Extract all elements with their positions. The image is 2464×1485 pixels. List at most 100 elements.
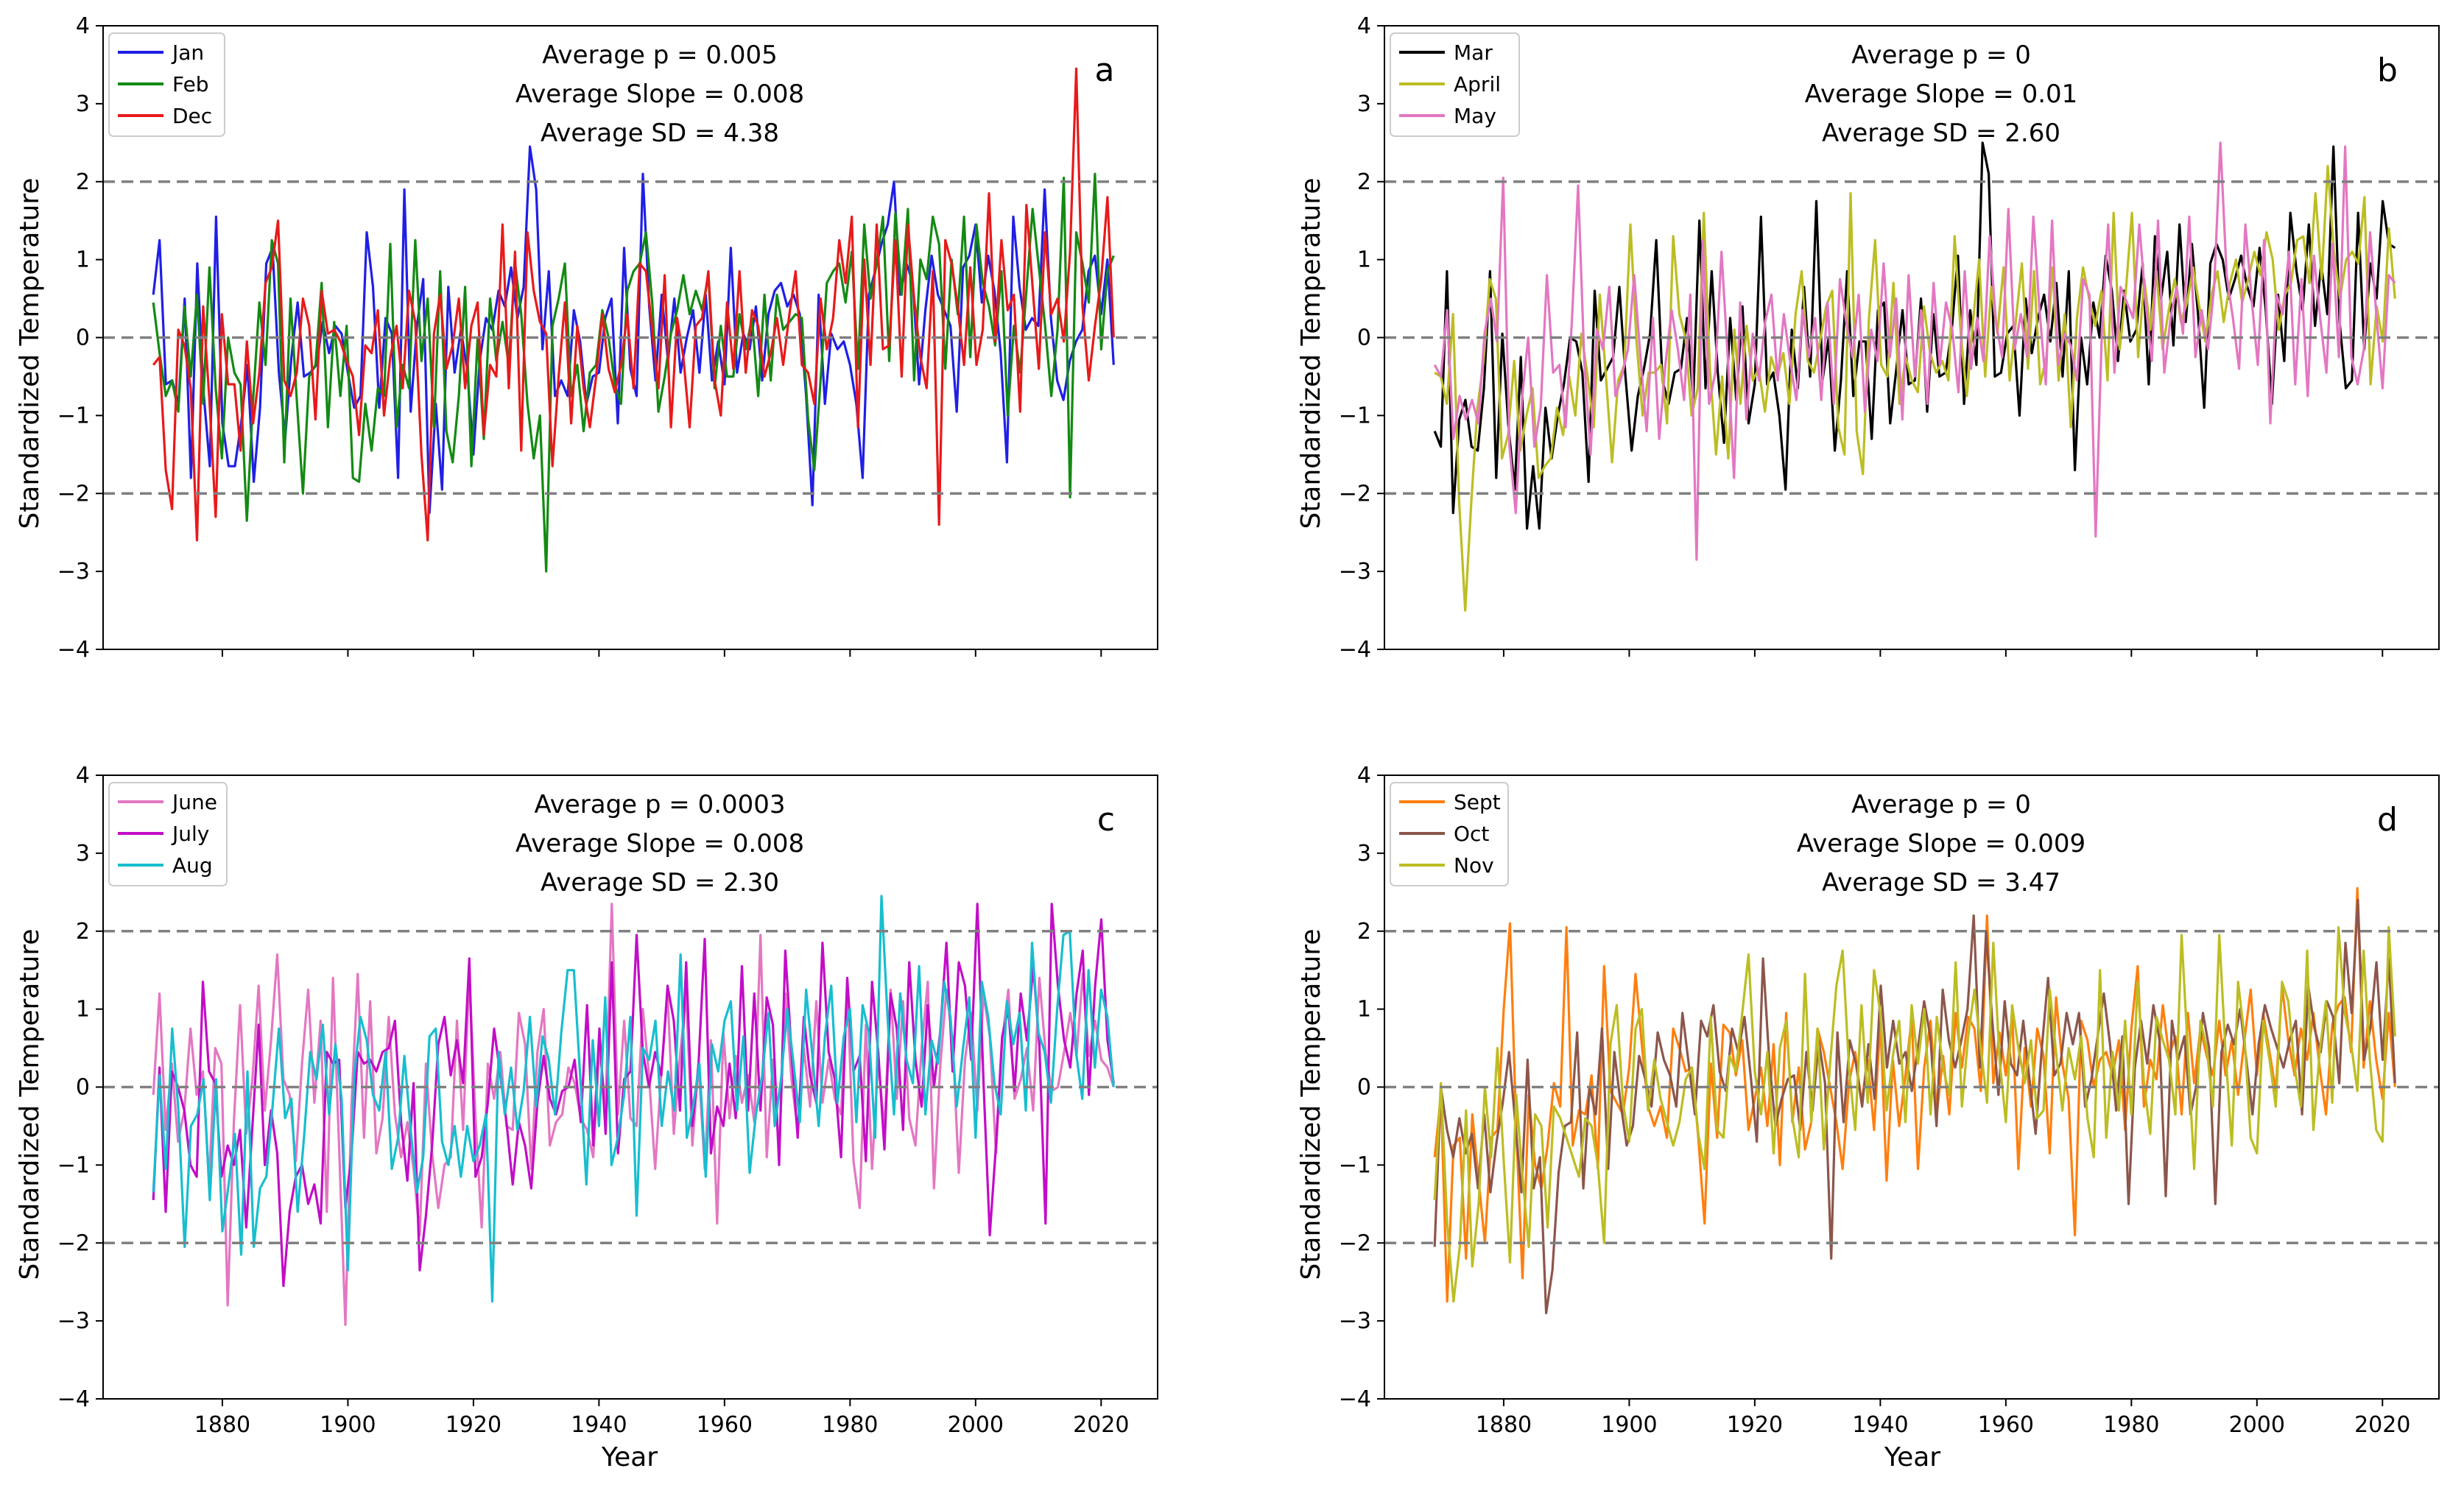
x-axis-label: Year xyxy=(1884,1442,1940,1472)
panel-c: −4 −3 −2 −1 0 1 2 3 4 1880 1900 1920 1940 1960 1980 200… xyxy=(15,763,1158,1472)
y-axis-label: Standardized Temperature xyxy=(1296,177,1326,529)
legend-label-nov: Nov xyxy=(1454,853,1494,878)
y-tick-label: −3 xyxy=(57,559,90,585)
y-tick-label: 0 xyxy=(76,325,90,351)
stat-average-slope: Average Slope = 0.008 xyxy=(515,829,804,858)
y-tick-label: 4 xyxy=(76,13,90,39)
stat-average-sd: Average SD = 3.47 xyxy=(1822,868,2060,897)
legend-label-aug: Aug xyxy=(172,853,213,878)
y-tick-label: −4 xyxy=(1339,637,1371,663)
x-tick-label: 1920 xyxy=(1727,1412,1783,1438)
legend-label-oct: Oct xyxy=(1454,822,1489,846)
stat-average-p: Average p = 0.005 xyxy=(542,40,777,70)
x-tick-label: 1880 xyxy=(1476,1412,1532,1438)
x-tick-label: 1900 xyxy=(1601,1412,1657,1438)
stat-average-slope: Average Slope = 0.008 xyxy=(515,80,804,109)
panel-letter: d xyxy=(2377,801,2398,839)
legend-box xyxy=(108,32,225,137)
stat-average-p: Average p = 0 xyxy=(1851,790,2031,819)
stat-average-sd: Average SD = 2.30 xyxy=(541,868,779,897)
legend-label-july: July xyxy=(171,822,209,846)
y-tick-label: 2 xyxy=(76,919,90,945)
panel-d: −4 −3 −2 −1 0 1 2 3 4 1880 1900 1920 1940 1960 1980 200… xyxy=(1296,763,2440,1472)
x-tick-label: 1940 xyxy=(571,1412,627,1438)
legend-label-jan: Jan xyxy=(171,40,204,65)
y-tick-label: 4 xyxy=(1357,13,1371,39)
stat-average-p: Average p = 0.0003 xyxy=(534,790,785,819)
y-tick-label: 3 xyxy=(1357,841,1371,867)
legend-label-mar: Mar xyxy=(1454,40,1493,65)
y-tick-label: 1 xyxy=(76,247,90,273)
series-group xyxy=(1433,886,2396,1315)
x-tick-label: 1900 xyxy=(320,1412,376,1438)
series-group xyxy=(152,895,1115,1327)
y-tick-label: 1 xyxy=(76,997,90,1023)
series-line-april xyxy=(1434,165,2396,612)
y-tick-label: −4 xyxy=(57,637,90,663)
legend-label-dec: Dec xyxy=(172,104,212,128)
y-axis-label: Standardized Temperature xyxy=(15,177,45,529)
series-line-mar xyxy=(1433,141,2396,530)
y-tick-label: 2 xyxy=(76,169,90,195)
y-axis-label: Standardized Temperature xyxy=(15,928,45,1280)
legend-label-june: June xyxy=(171,790,217,814)
stat-average-sd: Average SD = 2.60 xyxy=(1822,119,2060,148)
y-tick-label: 3 xyxy=(76,91,90,117)
series-line-dec xyxy=(152,67,1115,542)
legend-label-feb: Feb xyxy=(172,72,209,96)
x-tick-label: 1980 xyxy=(2103,1412,2159,1438)
x-tick-label: 2000 xyxy=(948,1412,1004,1438)
x-tick-label: 1880 xyxy=(194,1412,250,1438)
y-tick-label: −1 xyxy=(57,1152,90,1178)
y-tick-label: 2 xyxy=(1357,919,1371,945)
x-tick-label: 1940 xyxy=(1852,1412,1908,1438)
panel-letter: a xyxy=(1095,52,1115,89)
y-axis-label: Standardized Temperature xyxy=(1296,928,1326,1280)
y-tick-label: −2 xyxy=(57,481,90,507)
y-tick-label: 4 xyxy=(76,763,90,789)
y-tick-label: 0 xyxy=(1357,1075,1371,1101)
y-tick-label: 3 xyxy=(76,841,90,867)
y-tick-label: 3 xyxy=(1357,91,1371,117)
legend-label-may: May xyxy=(1454,104,1496,128)
series-line-aug xyxy=(152,895,1115,1303)
legend-box xyxy=(108,782,228,886)
x-tick-label: 2000 xyxy=(2229,1412,2285,1438)
series-line-nov xyxy=(1433,925,2396,1303)
stat-average-sd: Average SD = 4.38 xyxy=(541,119,779,148)
legend-box xyxy=(1390,782,1509,886)
panel-letter: b xyxy=(2377,52,2398,89)
legend-box xyxy=(1390,32,1520,137)
y-tick-label: −1 xyxy=(1339,1152,1371,1178)
stat-average-p: Average p = 0 xyxy=(1851,40,2031,70)
x-tick-label: 1920 xyxy=(446,1412,501,1438)
panel-a: −4 −3 −2 −1 0 1 2 3 4 Standardized Temperature A… xyxy=(15,13,1158,663)
series-line-may xyxy=(1433,141,2396,561)
x-tick-label: 1980 xyxy=(822,1412,878,1438)
legend-label-sept: Sept xyxy=(1454,790,1501,814)
y-tick-label: −2 xyxy=(57,1230,90,1256)
x-tick-label: 2020 xyxy=(1073,1412,1129,1438)
y-tick-label: 1 xyxy=(1357,247,1371,273)
y-tick-label: 0 xyxy=(1357,325,1371,351)
x-axis-label: Year xyxy=(601,1442,658,1472)
y-tick-label: −1 xyxy=(57,403,90,428)
x-tick-label: 2020 xyxy=(2354,1412,2410,1438)
y-tick-label: −2 xyxy=(1339,481,1371,507)
x-tick-label: 1960 xyxy=(1978,1412,2034,1438)
panel-b: −4 −3 −2 −1 0 1 2 3 4 Standardized Temperature A… xyxy=(1296,13,2440,663)
y-tick-label: −4 xyxy=(57,1386,90,1412)
y-tick-label: −3 xyxy=(1339,1308,1371,1334)
series-group xyxy=(152,67,1115,573)
y-tick-label: 1 xyxy=(1357,997,1371,1023)
y-tick-label: −3 xyxy=(57,1308,90,1334)
series-group xyxy=(1433,141,2396,612)
x-tick-label: 1960 xyxy=(697,1412,753,1438)
y-tick-label: 0 xyxy=(76,1075,90,1101)
stat-average-slope: Average Slope = 0.01 xyxy=(1805,80,2078,109)
y-tick-label: −1 xyxy=(1339,403,1371,428)
legend-label-april: April xyxy=(1454,72,1501,96)
y-tick-label: 2 xyxy=(1357,169,1371,195)
y-tick-label: 4 xyxy=(1357,763,1371,789)
panel-letter: c xyxy=(1097,801,1115,839)
